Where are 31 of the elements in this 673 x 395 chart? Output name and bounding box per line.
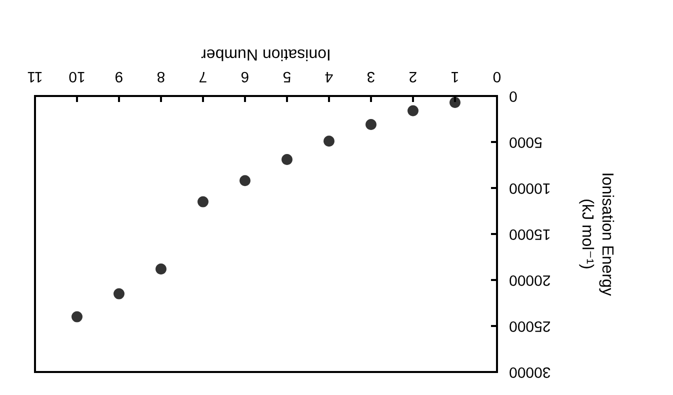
point: [324, 136, 334, 147]
x-tick-label: 11: [27, 68, 43, 85]
point: [156, 263, 166, 274]
x-tick-label: 1: [450, 68, 460, 85]
y-axis-title: Ionisation Energy (kJ mol⁻¹): [578, 172, 616, 296]
point: [366, 119, 376, 130]
x-tick-label: 9: [114, 68, 124, 85]
y-tick-label: 20000: [509, 272, 551, 288]
y-tick-label: 15000: [509, 226, 551, 242]
y-tick-label: 10000: [509, 180, 551, 196]
point: [114, 288, 124, 300]
point: [72, 311, 82, 322]
x-tick-label: 6: [240, 68, 250, 85]
y-tick-label: 25000: [509, 318, 551, 334]
x-tick-label: 2: [408, 68, 418, 85]
x-tick-label: 4: [324, 68, 334, 85]
y-tick-label: 30000: [509, 364, 551, 380]
x-tick-label: 0: [492, 68, 502, 85]
point: [282, 154, 292, 165]
x-tick-label: 7: [198, 68, 208, 85]
point: [240, 175, 250, 186]
x-tick-label: 3: [366, 68, 376, 85]
x-tick-label: 8: [156, 68, 166, 85]
point: [198, 196, 208, 208]
point: [408, 105, 418, 116]
y-tick-label: 5000: [509, 134, 542, 150]
x-tick-label: 5: [282, 68, 292, 85]
x-axis-title: Ionisation Number: [200, 46, 331, 62]
x-tick-label: 10: [68, 68, 86, 85]
point: [450, 96, 460, 108]
y-tick-label: 0: [509, 88, 518, 104]
